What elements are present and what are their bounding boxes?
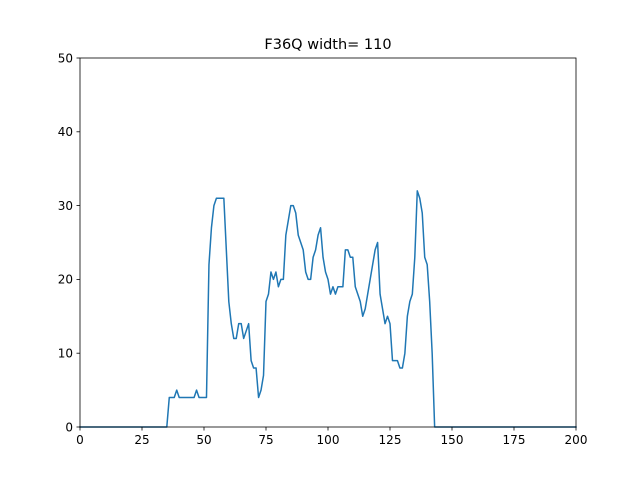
y-tick-label: 0 [65,420,73,434]
axes: 0 25 50 75 100 125 150 175 200 0 10 20 30 40 50 [58,51,588,447]
y-tick-label: 30 [58,199,73,213]
x-tick-label: 25 [134,433,149,447]
x-tick-label: 0 [76,433,84,447]
x-tick-label: 175 [503,433,526,447]
x-tick-label: 125 [379,433,402,447]
y-tick-label: 50 [58,51,73,65]
y-tick-label: 10 [58,347,73,361]
x-tick-label: 75 [258,433,273,447]
series-line-0 [79,190,577,428]
x-tick-label: 50 [196,433,211,447]
y-tick-label: 40 [58,125,73,139]
x-tick-label: 200 [565,433,588,447]
x-tick-label: 100 [317,433,340,447]
y-tick-label: 20 [58,273,73,287]
chart-title: F36Q width= 110 [264,37,391,53]
axes-frame [79,57,577,428]
x-tick-label: 150 [441,433,464,447]
plot-area [79,190,577,428]
